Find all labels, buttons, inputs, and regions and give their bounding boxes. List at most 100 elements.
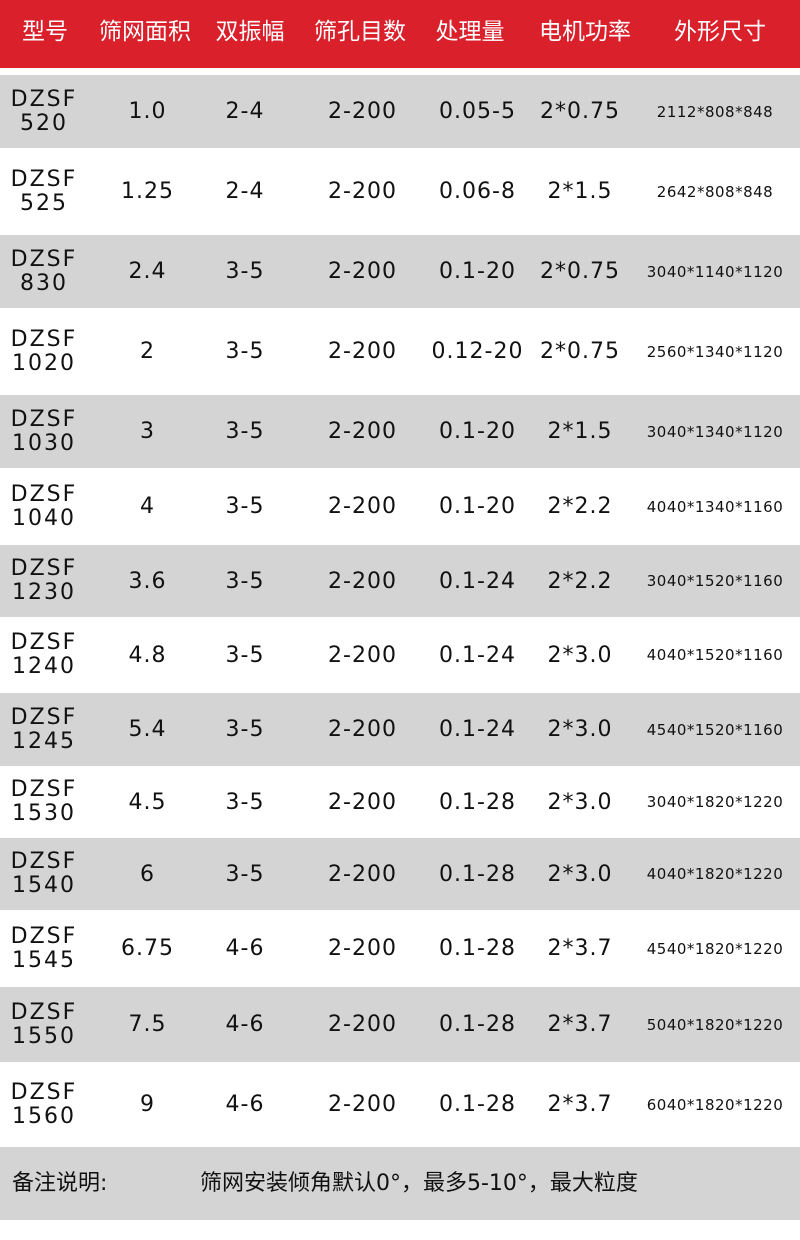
table-row: DZSF 1245 5.4 3-5 2-200 0.1-24 2*3.0 4540*1520*… [0,693,800,766]
table-cell: 2*3.7 [547,936,613,961]
table-cell: 4-6 [225,936,265,961]
model-text: 1040 [12,505,76,531]
table-cell: 0.1-28 [439,789,516,815]
table-cell: 0.1-20 [439,494,516,519]
model-cell: DZSF 830 [8,235,80,308]
table-cell: 2*3.0 [547,717,613,742]
table-row: DZSF 1545 6.75 4-6 2-200 0.1-28 2*3.7 4540*1820… [0,910,800,987]
footer-note: 备注说明: 筛网安装倾角默认0°，最多5-10°，最大粒度 [0,1147,800,1220]
table-cell: 0.05-5 [439,99,516,124]
model-text: DZSF [10,86,78,112]
table-cell: 2-200 [328,1012,397,1037]
table-cell: 0.1-28 [439,936,516,961]
model-text: DZSF [10,849,78,874]
model-cell: DZSF 1540 [8,838,80,910]
model-cell: DZSF 1240 [8,617,80,693]
table-cell: 2*0.75 [540,259,620,284]
table-cell: 3-5 [225,494,265,519]
model-cell: DZSF 1040 [8,468,80,545]
table-cell: 2-200 [328,339,397,364]
table-cell: 0.1-28 [439,861,516,887]
column-header: 电机功率 [539,19,631,45]
table-cell: 0.1-24 [439,717,516,742]
column-header: 外形尺寸 [674,19,766,45]
model-cell: DZSF 525 [8,148,80,235]
table-cell: 3-5 [225,717,265,742]
table-cell: 2-200 [328,179,397,204]
table-cell: 3040*1520*1160 [646,572,784,590]
table-cell: 2642*808*848 [656,182,774,201]
model-text: DZSF [10,326,78,352]
model-cell: DZSF 1545 [8,910,80,987]
table-cell: 0.1-24 [439,642,516,668]
table-cell: 2-200 [328,99,397,124]
table-cell: 1.25 [121,179,174,204]
table-cell: 2-4 [225,179,265,204]
model-text: DZSF [10,1079,78,1105]
table-cell: 6 [140,861,155,887]
column-header: 筛网面积 [99,19,191,45]
table-cell: 2*0.75 [540,99,620,124]
table-cell: 3-5 [225,259,265,284]
table-row: DZSF 520 1.0 2-4 2-200 0.05-5 2*0.75 2112*808*8… [0,75,800,148]
footer-text: 筛网安装倾角默认0°，最多5-10°，最大粒度 [200,1171,638,1196]
table-cell: 4 [140,494,155,519]
table-cell: 2*2.2 [547,494,613,519]
table-cell: 2-200 [328,861,397,887]
model-text: 1020 [12,350,76,376]
model-text: 1245 [12,728,76,754]
table-cell: 4540*1820*1220 [646,939,784,958]
model-cell: DZSF 1560 [8,1062,80,1147]
model-text: DZSF [10,704,78,730]
table-cell: 4.8 [128,642,167,668]
model-text: 1540 [12,873,76,898]
table-cell: 2-4 [225,99,265,124]
table-cell: 0.1-28 [439,1092,516,1117]
model-text: 1550 [12,1023,76,1049]
table-row: DZSF 1030 3 3-5 2-200 0.1-20 2*1.5 3040*1340*11… [0,395,800,468]
table-cell: 5.4 [128,717,167,742]
column-header: 型号 [22,19,68,45]
table-cell: 2*1.5 [547,179,613,204]
table-row: DZSF 1530 4.5 3-5 2-200 0.1-28 2*3.0 3040*1820*… [0,766,800,838]
footer-label: 备注说明: [12,1171,108,1196]
model-cell: DZSF 1550 [8,987,80,1062]
model-text: DZSF [10,556,78,581]
table-cell: 0.1-20 [439,419,516,444]
table-cell: 2560*1340*1120 [646,342,784,361]
model-text: 830 [20,270,68,296]
model-text: DZSF [10,481,78,507]
table-cell: 3-5 [225,419,265,444]
table-cell: 2*1.5 [547,419,613,444]
table-row: DZSF 1040 4 3-5 2-200 0.1-20 2*2.2 4040*1340*11… [0,468,800,545]
table-cell: 2-200 [328,717,397,742]
column-header: 双振幅 [215,19,285,45]
table-cell: 2*3.7 [547,1092,613,1117]
table-cell: 2-200 [328,642,397,668]
model-text: 1560 [12,1103,76,1129]
table-row: DZSF 1560 9 4-6 2-200 0.1-28 2*3.7 6040*1820*12… [0,1062,800,1147]
table-row: DZSF 1550 7.5 4-6 2-200 0.1-28 2*3.7 5040*1820*… [0,987,800,1062]
table-cell: 2112*808*848 [656,102,774,121]
table-row: DZSF 830 2.4 3-5 2-200 0.1-20 2*0.75 3040*1140*… [0,235,800,308]
table-cell: 4.5 [128,789,167,815]
table-cell: 0.1-28 [439,1012,516,1037]
table-cell: 3040*1140*1120 [646,262,784,281]
column-header: 筛孔目数 [314,19,406,45]
table-cell: 3-5 [225,789,265,815]
table-cell: 1.0 [128,99,167,124]
table-cell: 4-6 [225,1092,265,1117]
table-cell: 2-200 [328,419,397,444]
model-text: 1545 [12,947,76,973]
model-text: 1240 [12,654,76,679]
table-cell: 2-200 [328,259,397,284]
model-text: 1030 [12,430,76,456]
table-cell: 2.4 [128,259,167,284]
model-text: DZSF [10,166,78,192]
table-cell: 0.1-24 [439,568,516,594]
table-cell: 7.5 [128,1012,167,1037]
table-cell: 4540*1520*1160 [646,720,784,739]
table-cell: 2-200 [328,789,397,815]
table-cell: 0.06-8 [439,179,516,204]
model-cell: DZSF 520 [8,75,80,148]
